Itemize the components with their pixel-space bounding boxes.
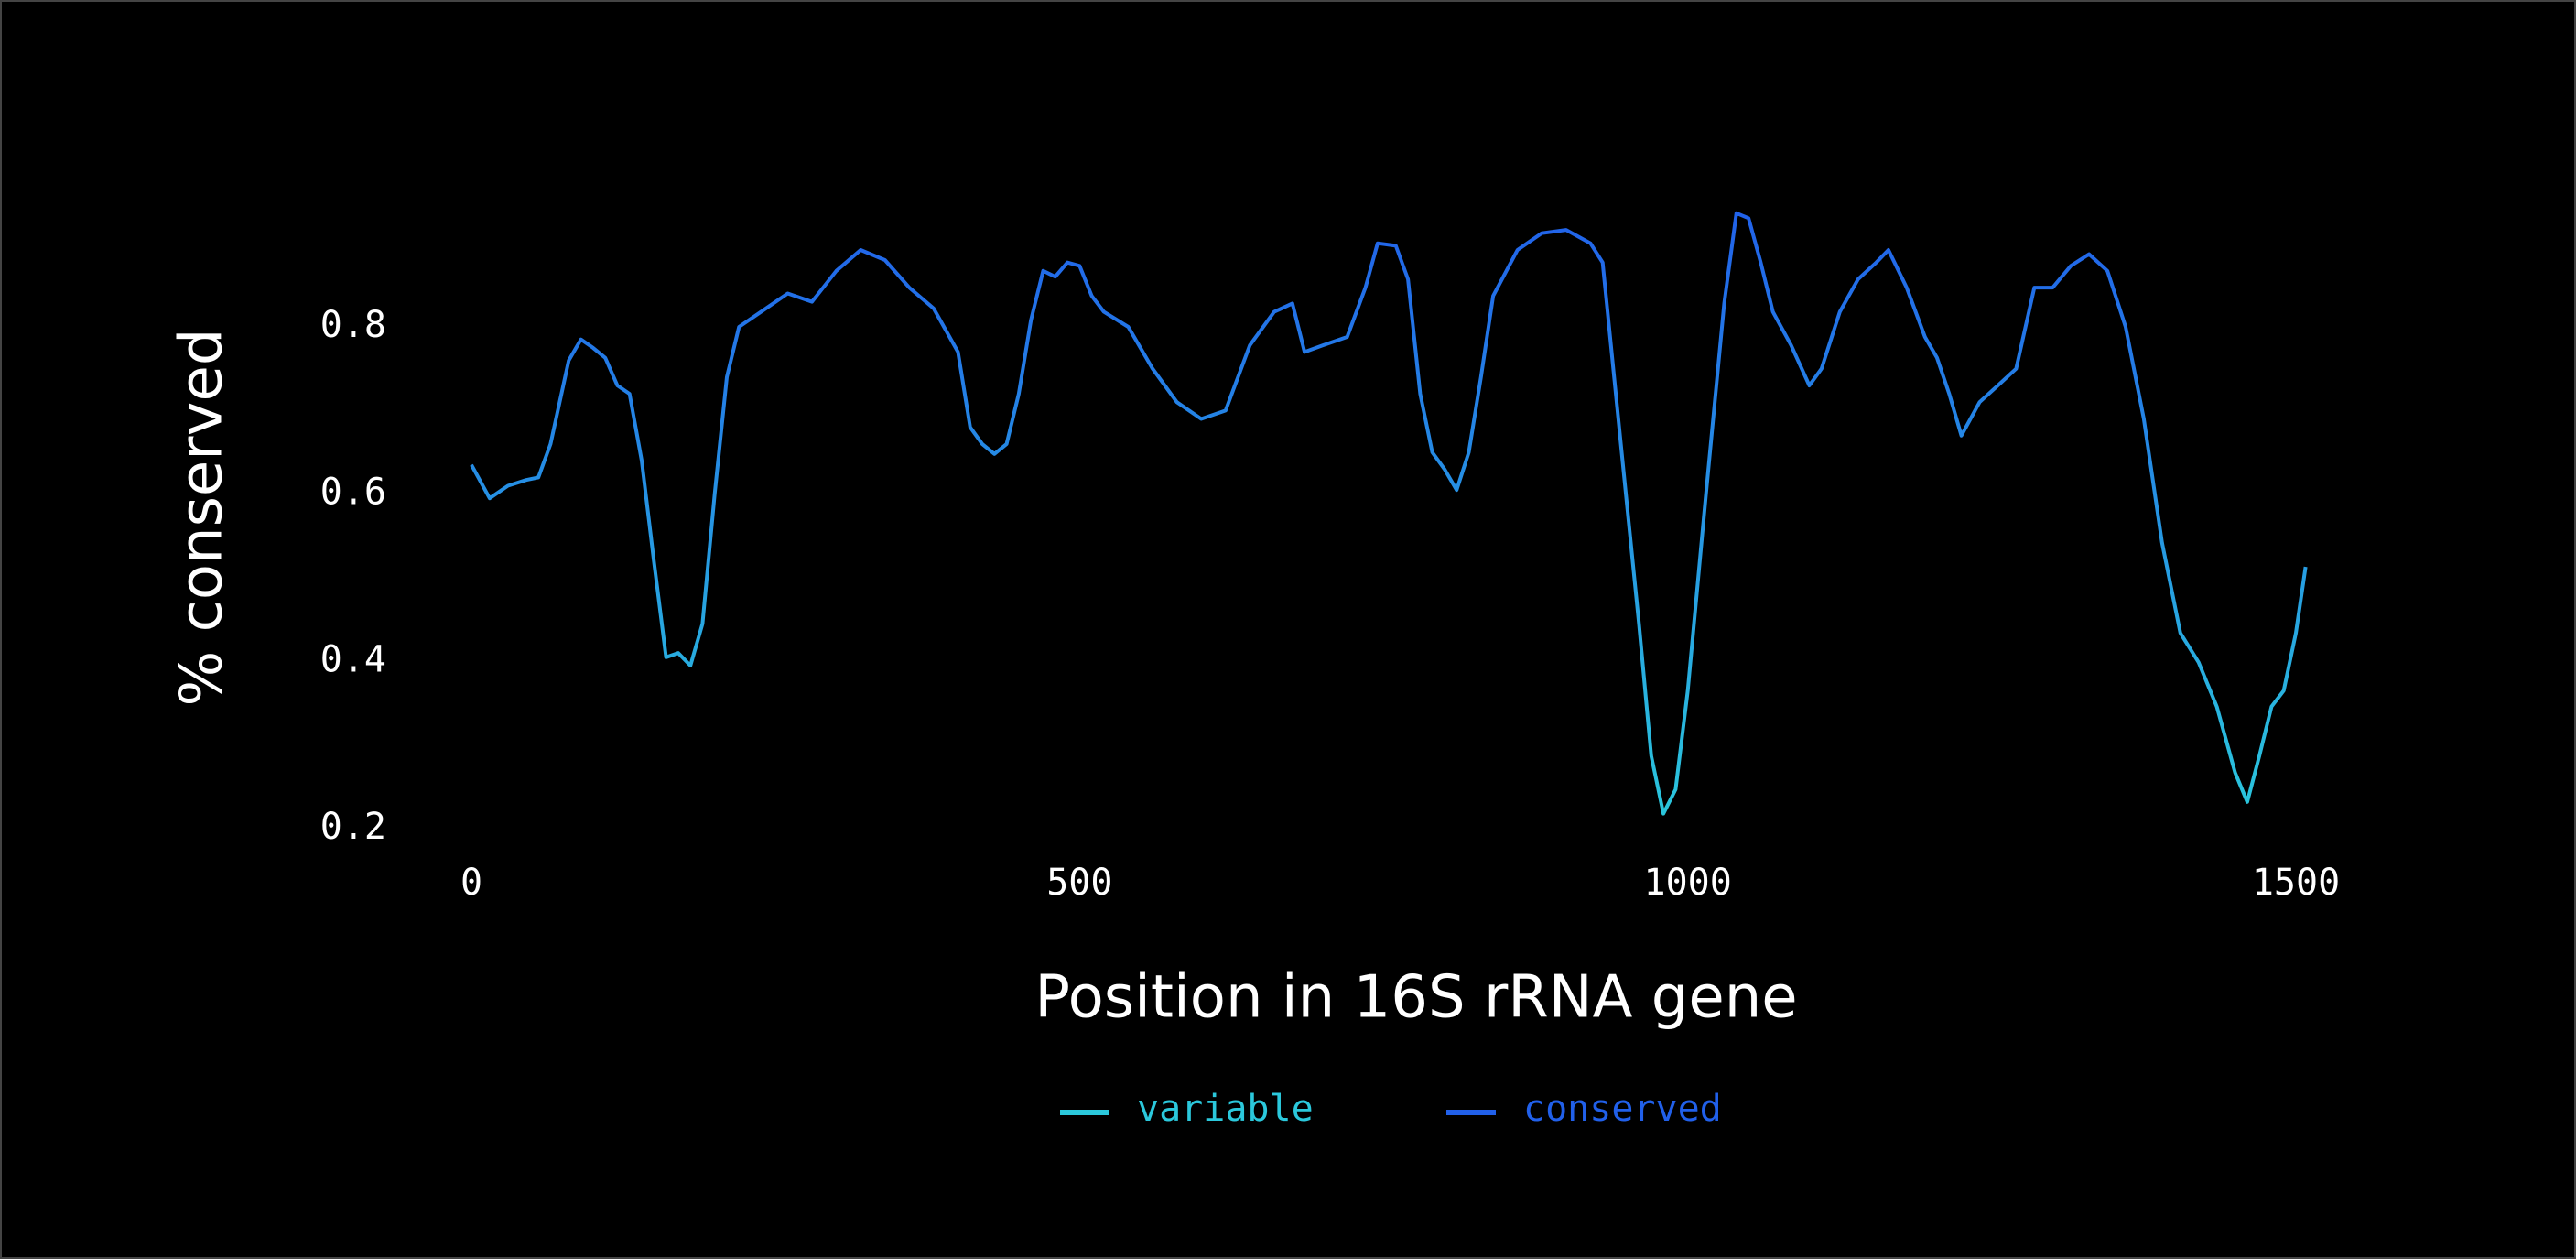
legend-label: variable xyxy=(1137,1088,1314,1130)
x-tick-label: 0 xyxy=(460,862,482,904)
line xyxy=(470,211,2308,816)
y-tick-label: 0.6 xyxy=(320,472,386,514)
x-tick-label: 500 xyxy=(1046,862,1112,904)
y-tick-label: 0.8 xyxy=(320,304,386,346)
y-tick-label: 0.4 xyxy=(320,638,386,680)
x-tick-label: 1000 xyxy=(1644,862,1732,904)
x-tick-label: 1500 xyxy=(2252,862,2340,904)
y-axis-title: % conserved xyxy=(168,329,236,707)
y-tick-label: 0.2 xyxy=(320,806,386,848)
legend-label: conserved xyxy=(1523,1088,1722,1130)
x-axis-title: Position in 16S rRNA gene xyxy=(1034,964,1797,1032)
